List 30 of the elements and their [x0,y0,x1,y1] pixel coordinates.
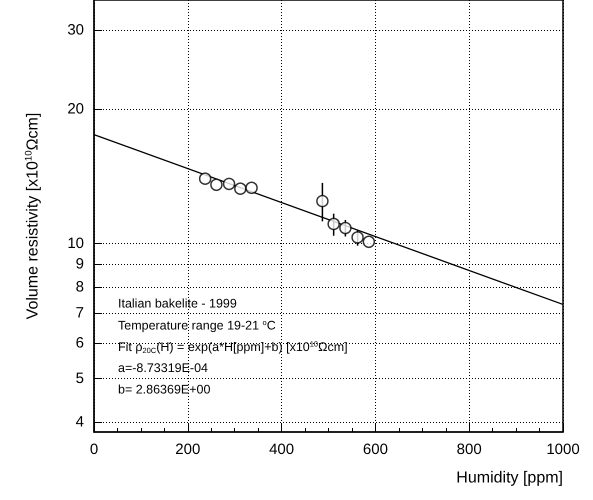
y-tick-label: 8 [76,278,84,296]
point [362,236,376,248]
y-tick-label: 9 [76,256,84,273]
x-tick-label: 800 [456,441,482,458]
y-tick-label: 10 [67,235,84,252]
y-tick-label: 20 [67,100,84,118]
y-tick-label: 6 [76,334,84,352]
y-tick-label: 30 [67,21,84,38]
x-tick-label: 0 [90,441,98,458]
point [198,172,212,185]
point [327,218,340,230]
y-tick-label: 7 [76,304,84,322]
x-tick-label: 600 [362,441,388,458]
x-tick-label: 200 [175,441,200,458]
point [339,222,352,234]
y-axis-title: Volume resistivity [x1010Ωcm] [24,112,42,320]
annotation: a=-8.73319E-04 [118,361,208,375]
annotation: Italian bakelite - 1999 [118,296,237,310]
point [316,194,329,208]
point [210,178,223,192]
x-axis-title: Humidity [ppm] [456,470,563,486]
y-tick-label: 4 [76,414,84,431]
point [351,231,364,244]
y-tick-label: 5 [76,370,84,388]
point [245,182,258,194]
annotation: b= 2.86369E+00 [118,382,210,396]
point [234,182,247,195]
x-tick-label: 1000 [546,441,580,458]
x-tick-label: 400 [269,441,294,458]
point [222,178,236,190]
